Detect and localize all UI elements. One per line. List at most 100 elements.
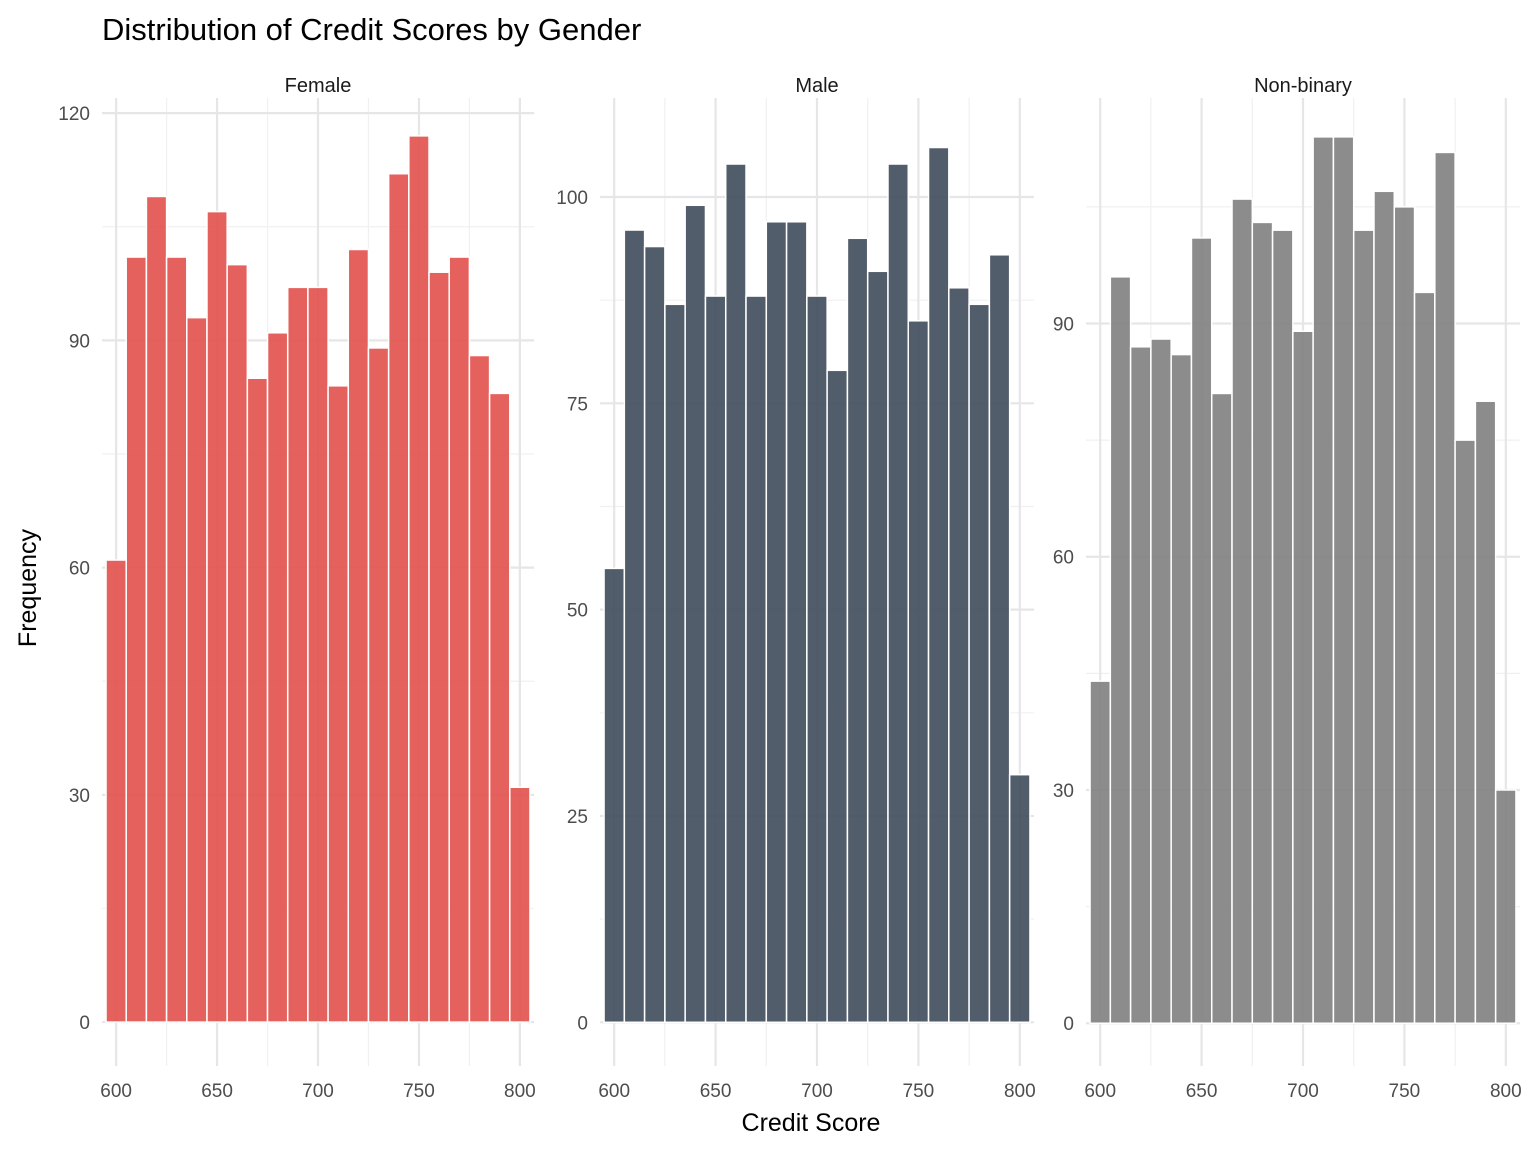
x-tick-label: 700 bbox=[801, 1081, 833, 1102]
chart-title: Distribution of Credit Scores by Gender bbox=[102, 12, 641, 47]
x-tick-label: 600 bbox=[598, 1081, 630, 1102]
histogram-bar bbox=[1150, 338, 1172, 1024]
histogram-bar bbox=[1352, 229, 1375, 1024]
histogram-bar bbox=[948, 287, 970, 1024]
y-tick-label: 75 bbox=[567, 394, 588, 415]
facet-strip-label: Female bbox=[285, 75, 352, 97]
histogram-bar bbox=[408, 135, 430, 1023]
x-tick-label: 750 bbox=[903, 1081, 935, 1102]
histogram-bar bbox=[1393, 206, 1416, 1024]
histogram-bar bbox=[866, 270, 889, 1024]
histogram-bar bbox=[1332, 136, 1355, 1024]
histogram-bar bbox=[643, 245, 666, 1024]
histogram-bar bbox=[826, 369, 849, 1024]
histogram-bar bbox=[1474, 400, 1497, 1024]
histogram-bar bbox=[1190, 237, 1213, 1024]
histogram-bar bbox=[988, 254, 1011, 1024]
x-tick-label: 750 bbox=[403, 1081, 435, 1102]
histogram-bar bbox=[745, 295, 768, 1024]
x-tick-label: 800 bbox=[504, 1081, 536, 1102]
histogram-bar bbox=[1292, 330, 1314, 1024]
y-tick-label: 90 bbox=[69, 331, 90, 352]
histogram-bar bbox=[927, 146, 950, 1024]
histogram-bar bbox=[684, 204, 707, 1024]
histogram-bar bbox=[1109, 276, 1132, 1024]
histogram-bar bbox=[266, 332, 289, 1023]
histogram-bar bbox=[367, 347, 390, 1023]
histogram-bar bbox=[1210, 392, 1233, 1024]
histogram-bar bbox=[765, 221, 788, 1024]
facet-strip-label: Male bbox=[795, 75, 838, 97]
y-tick-label: 0 bbox=[79, 1013, 90, 1034]
facet-panel-0: Female 0 30 60 90 120 600 650 700 750 800 bbox=[58, 75, 535, 1102]
histogram-bar bbox=[1129, 346, 1152, 1024]
y-tick-label: 60 bbox=[69, 559, 90, 580]
histogram-bar bbox=[724, 163, 747, 1024]
histogram-bar bbox=[307, 286, 329, 1023]
y-tick-label: 90 bbox=[1053, 314, 1074, 335]
histogram-bar bbox=[1089, 680, 1112, 1024]
y-tick-label: 30 bbox=[1053, 781, 1074, 802]
x-tick-label: 650 bbox=[1186, 1081, 1218, 1102]
histogram-bar bbox=[105, 559, 127, 1023]
histogram-bar bbox=[1251, 221, 1274, 1024]
y-axis-title: Frequency bbox=[14, 528, 42, 647]
histogram-bar bbox=[1413, 291, 1436, 1024]
y-tick-label: 60 bbox=[1053, 548, 1074, 569]
histogram-bar bbox=[145, 195, 168, 1023]
facet-panel-2: Non-binary 0 30 60 90 600 650 700 750 800 bbox=[1053, 75, 1522, 1102]
x-tick-label: 600 bbox=[100, 1081, 132, 1102]
histogram-bar bbox=[1271, 229, 1294, 1024]
histogram-bar bbox=[387, 172, 410, 1023]
y-tick-label: 100 bbox=[556, 188, 588, 209]
histogram-bar bbox=[186, 316, 208, 1023]
histogram-bar bbox=[887, 163, 910, 1024]
x-tick-label: 650 bbox=[700, 1081, 732, 1102]
histogram-bar bbox=[428, 271, 450, 1023]
histogram-bar bbox=[488, 392, 511, 1023]
histogram-bar bbox=[509, 786, 531, 1023]
histogram-bar bbox=[1231, 198, 1254, 1024]
histogram-bar bbox=[664, 303, 686, 1024]
x-tick-label: 800 bbox=[1004, 1081, 1036, 1102]
y-tick-label: 30 bbox=[69, 786, 90, 807]
histogram-bar bbox=[1312, 136, 1335, 1024]
histogram-bar bbox=[623, 229, 646, 1024]
histogram-bar bbox=[246, 377, 269, 1023]
histogram-bar bbox=[286, 286, 309, 1023]
histogram-bar bbox=[327, 385, 350, 1023]
x-axis-title: Credit Score bbox=[742, 1109, 881, 1137]
y-tick-label: 0 bbox=[1063, 1014, 1074, 1035]
facet-panel-1: Male 0 25 50 75 100 600 650 700 750 800 bbox=[556, 75, 1035, 1102]
histogram-bar bbox=[603, 567, 626, 1024]
histogram-bar bbox=[806, 295, 828, 1024]
x-tick-label: 700 bbox=[302, 1081, 334, 1102]
x-tick-label: 600 bbox=[1084, 1081, 1116, 1102]
histogram-bar bbox=[165, 256, 188, 1023]
histogram-bar bbox=[846, 237, 869, 1024]
x-tick-label: 800 bbox=[1490, 1081, 1522, 1102]
histogram-bar bbox=[206, 210, 228, 1023]
histogram-bar bbox=[1494, 789, 1517, 1024]
y-tick-label: 0 bbox=[577, 1013, 588, 1034]
histogram-bar bbox=[468, 354, 491, 1023]
y-tick-label: 50 bbox=[567, 601, 588, 622]
histogram-bar bbox=[1434, 151, 1456, 1024]
x-tick-label: 750 bbox=[1389, 1081, 1421, 1102]
histogram-bar bbox=[1008, 773, 1031, 1024]
histogram-bar bbox=[226, 263, 249, 1023]
histogram-bar bbox=[1170, 353, 1193, 1024]
facet-strip-label: Non-binary bbox=[1254, 75, 1352, 97]
histogram-bar bbox=[347, 248, 370, 1023]
histogram-bar bbox=[968, 303, 991, 1024]
x-tick-label: 650 bbox=[201, 1081, 233, 1102]
y-tick-label: 120 bbox=[58, 104, 90, 125]
histogram-bar bbox=[125, 256, 148, 1023]
histogram-bar bbox=[448, 256, 471, 1023]
histogram-bar bbox=[907, 320, 930, 1024]
x-tick-label: 700 bbox=[1287, 1081, 1319, 1102]
histogram-bar bbox=[1373, 190, 1396, 1024]
histogram-bar bbox=[785, 221, 808, 1024]
